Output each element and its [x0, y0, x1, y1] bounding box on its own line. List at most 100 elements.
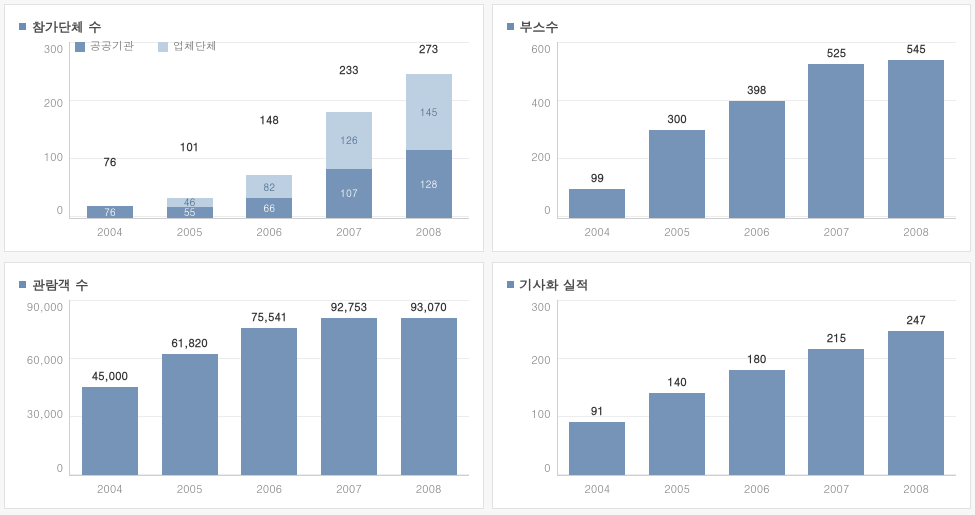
panel-booths: 부스수 6004002000 99300398525545 2004200520… — [492, 4, 972, 252]
legend-label-private: 업체단체 — [173, 39, 217, 54]
bar — [241, 328, 297, 475]
x-tick: 2004 — [75, 225, 145, 240]
bar-column: 525 — [801, 42, 871, 218]
bar — [649, 393, 705, 475]
bar-stack: 5546 — [167, 158, 213, 217]
bar-column: 180 — [722, 300, 792, 476]
bars: 99 300 398 525 545 — [558, 42, 957, 218]
bars: 7676 101 5546 1486682233107126 273 128145 — [70, 42, 469, 218]
x-tick: 2007 — [314, 482, 384, 497]
bar — [569, 189, 625, 218]
bar-column: 140 — [642, 300, 712, 476]
bar-value-label: 525 — [827, 46, 846, 61]
bar-value-label: 140 — [667, 375, 686, 390]
bar-column: 99 — [562, 42, 632, 218]
bar-stack: 128145 — [406, 60, 452, 218]
chart-press: 3002001000 91140180215247 20042005200620… — [507, 300, 957, 499]
x-tick: 2008 — [394, 482, 464, 497]
y-tick: 0 — [57, 203, 63, 218]
bar-total-label: 148 — [260, 113, 279, 128]
x-tick: 2005 — [155, 225, 225, 240]
plot-area: 767610155461486682233107126273128145 200… — [69, 42, 469, 219]
bar — [321, 318, 377, 476]
y-axis: 3002001000 — [19, 42, 69, 241]
x-tick: 2006 — [722, 482, 792, 497]
bar-column: 92,753 — [314, 300, 384, 476]
bar — [729, 101, 785, 217]
title-text: 관람객 수 — [32, 275, 88, 294]
title-bullet-icon — [19, 23, 26, 30]
y-axis: 3002001000 — [507, 300, 557, 499]
panel-title: 기사화 실적 — [507, 275, 957, 294]
bar-column: 93,070 — [394, 300, 464, 476]
bar-total-label: 101 — [180, 140, 199, 155]
bar-value-label: 61,820 — [171, 336, 207, 351]
bar-stack: 76 — [87, 173, 133, 217]
bar-segment-public: 107 — [326, 169, 372, 218]
panel-title: 참가단체 수 — [19, 17, 469, 36]
panel-press: 기사화 실적 3002001000 91 140 180 215 247 2004 200… — [492, 262, 972, 510]
x-tick: 2004 — [562, 225, 632, 240]
y-tick: 0 — [544, 461, 550, 476]
legend-swatch-private — [158, 42, 168, 52]
bar-value-label: 92,753 — [331, 300, 367, 315]
x-tick: 2005 — [642, 225, 712, 240]
bar-column: 1486682 — [234, 42, 304, 218]
bar-segment-public: 76 — [87, 206, 133, 217]
title-text: 기사화 실적 — [520, 275, 589, 294]
y-tick: 0 — [544, 203, 550, 218]
x-tick: 2006 — [234, 482, 304, 497]
legend-item-private: 업체단체 — [158, 39, 217, 54]
legend: 공공기관 업체단체 — [75, 39, 217, 54]
bar-column: 233107126 — [314, 42, 384, 218]
bar-column: 273 128145 — [394, 42, 464, 218]
y-tick: 300 — [44, 42, 63, 57]
x-tick: 2004 — [562, 482, 632, 497]
bar-segment-public: 128 — [406, 150, 452, 217]
bar — [569, 422, 625, 475]
bar-column: 7676 — [75, 42, 145, 218]
bar-segment-private: 126 — [326, 112, 372, 169]
bar-total-label: 273 — [419, 42, 438, 57]
x-tick: 2004 — [75, 482, 145, 497]
bar — [401, 318, 457, 476]
panel-visitors: 관람객 수 90,00060,00030,0000 45,00061,82075… — [4, 262, 484, 510]
panel-title: 관람객 수 — [19, 275, 469, 294]
bar-segment-private: 145 — [406, 74, 452, 150]
bar — [729, 370, 785, 475]
bar-column: 101 5546 — [155, 42, 225, 218]
bar-column: 75,541 — [234, 300, 304, 476]
bar-segment-public: 55 — [167, 207, 213, 218]
title-bullet-icon — [19, 281, 26, 288]
y-tick: 90,000 — [27, 300, 63, 315]
x-axis: 20042005200620072008 — [70, 482, 469, 497]
bar-value-label: 180 — [747, 352, 766, 367]
bar-column: 398 — [722, 42, 792, 218]
bar-value-label: 99 — [591, 171, 604, 186]
bar-value-label: 300 — [667, 112, 686, 127]
panel-participants: 참가단체 수 공공기관 업체단체 3002001000 767610155461… — [4, 4, 484, 252]
bar-value-label: 247 — [906, 313, 925, 328]
bar-value-label: 45,000 — [92, 369, 128, 384]
legend-label-public: 공공기관 — [90, 39, 134, 54]
bar — [649, 130, 705, 218]
y-tick: 600 — [531, 42, 550, 57]
y-tick: 300 — [531, 300, 550, 315]
bar-value-label: 545 — [906, 42, 925, 57]
x-tick: 2006 — [234, 225, 304, 240]
bars: 91 140 180 215 247 — [558, 300, 957, 476]
x-axis: 20042005200620072008 — [70, 225, 469, 240]
bar-value-label: 215 — [827, 331, 846, 346]
plot-area: 91140180215247 20042005200620072008 — [557, 300, 957, 477]
y-tick: 200 — [44, 96, 63, 111]
bar-column: 91 — [562, 300, 632, 476]
panel-title: 부스수 — [507, 17, 957, 36]
bar — [808, 64, 864, 218]
x-tick: 2006 — [722, 225, 792, 240]
x-tick: 2008 — [881, 482, 951, 497]
x-tick: 2008 — [881, 225, 951, 240]
title-bullet-icon — [507, 23, 514, 30]
bar — [162, 354, 218, 475]
y-tick: 200 — [531, 150, 550, 165]
bar-value-label: 398 — [747, 83, 766, 98]
